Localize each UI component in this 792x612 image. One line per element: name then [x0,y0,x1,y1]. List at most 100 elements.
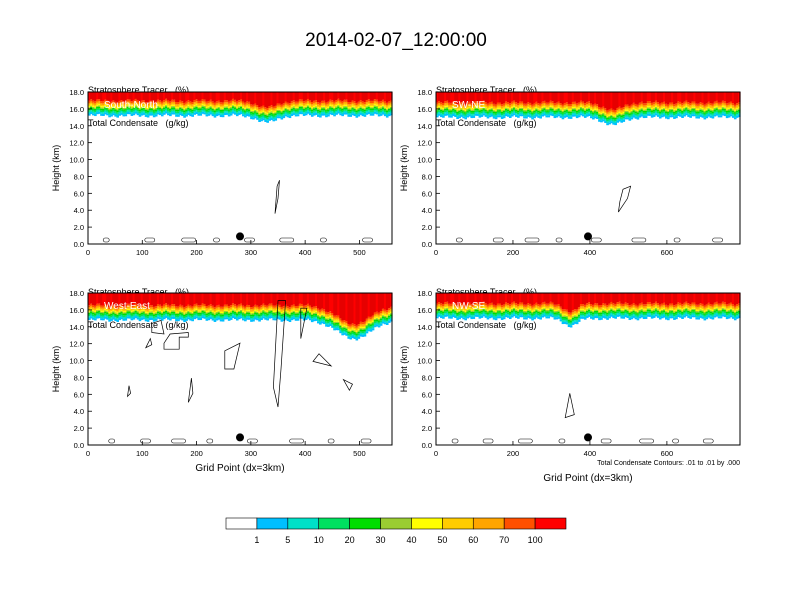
tracer-band-cell [179,111,182,114]
tracer-band-cell [256,112,259,115]
tracer-top-cell [691,92,694,102]
tracer-band-cell [304,104,308,106]
tracer-band-cell [594,111,597,113]
tracer-band-cell [539,103,542,106]
tracer-band-cell [541,109,545,111]
tracer-band-cell [118,310,122,312]
tracer-band-cell [319,311,322,314]
tracer-band-cell [632,112,636,114]
tracer-band-cell [302,316,306,319]
tracer-band-cell [606,112,609,115]
tracer-band-cell [227,107,231,110]
tracer-band-cell [452,307,455,309]
tracer-band-cell [150,100,154,103]
tracer-band-cell [112,102,115,105]
tracer-band-cell [314,318,318,321]
tracer-band-cell [136,102,140,105]
tracer-band-cell [444,104,447,107]
tracer-band-cell [223,106,227,108]
tracer-band-cell [162,310,166,312]
tracer-band-cell [381,103,385,105]
tracer-band-cell [185,106,188,109]
tracer-band-cell [616,111,619,114]
tracer-band-cell [679,101,682,105]
tracer-band-cell [292,308,296,310]
tracer-band-cell [444,311,447,314]
tracer-band-cell [246,315,249,318]
tracer-top-cell [347,293,351,325]
tracer-band-cell [658,116,662,119]
tracer-band-cell [144,317,148,320]
tracer-band-cell [361,106,365,108]
tracer-band-cell [183,108,186,110]
tracer-band-cell [104,314,107,317]
tracer-band-cell [294,107,298,110]
tracer-band-cell [359,321,363,324]
tracer-band-cell [446,314,449,317]
tracer-band-cell [152,314,156,317]
tracer-band-cell [697,107,701,109]
tracer-band-cell [88,102,91,105]
tracer-band-cell [502,317,506,320]
tracer-band-cell [124,305,128,308]
tracer-band-cell [620,117,624,119]
tracer-band-cell [458,114,461,117]
tracer-band-cell [126,305,130,308]
tracer-band-cell [308,310,312,312]
tracer-band-cell [327,315,330,318]
tracer-band-cell [325,115,328,118]
tracer-band-cell [438,307,441,309]
tracer-top-cell [662,92,666,102]
tracer-band-cell [500,111,504,114]
x-tick-label: 100 [136,248,149,257]
condensate-contour [631,237,647,243]
tracer-band-cell [312,110,316,112]
tracer-band-cell [116,115,119,118]
tracer-top-cell [333,293,336,316]
tracer-top-cell [183,92,186,103]
tracer-band-cell [296,107,300,110]
tracer-band-cell [577,115,581,118]
tracer-band-cell [693,103,697,106]
tracer-band-cell [715,113,719,116]
tracer-band-cell [296,311,300,313]
tracer-band-cell [122,107,126,110]
tracer-band-cell [335,109,338,112]
tracer-band-cell [288,312,292,314]
tracer-band-cell [203,311,207,314]
tracer-band-cell [484,108,488,110]
tracer-top-cell [252,293,255,307]
tracer-band-cell [122,105,126,107]
tracer-band-cell [221,104,225,107]
tracer-band-cell [223,309,227,311]
tracer-band-cell [555,111,559,114]
y-tick-label: 2.0 [422,223,432,232]
tracer-band-cell [341,326,344,329]
tracer-band-cell [693,109,697,111]
tracer-band-cell [314,313,318,316]
tracer-band-cell [551,107,555,109]
tracer-band-cell [154,106,158,109]
tracer-band-cell [369,105,373,108]
tracer-band-cell [339,322,342,324]
tracer-band-cell [436,115,439,118]
tracer-band-cell [278,108,282,110]
tracer-band-cell [488,108,492,111]
tracer-top-cell [304,92,308,101]
tracer-band-cell [290,112,294,114]
tracer-band-cell [165,314,168,316]
tracer-band-cell [116,106,119,108]
tracer-top-cell [268,92,271,106]
tracer-band-cell [581,107,585,110]
tracer-band-cell [665,107,668,109]
tracer-top-cell [468,92,472,102]
tracer-band-cell [195,103,199,105]
tracer-top-cell [656,92,660,103]
tracer-band-cell [496,309,500,312]
tracer-band-cell [711,111,715,114]
tracer-band-cell [448,115,451,118]
tracer-top-cell [460,92,463,103]
tracer-band-cell [466,311,470,313]
tracer-band-cell [288,105,292,108]
tracer-band-cell [146,309,150,311]
